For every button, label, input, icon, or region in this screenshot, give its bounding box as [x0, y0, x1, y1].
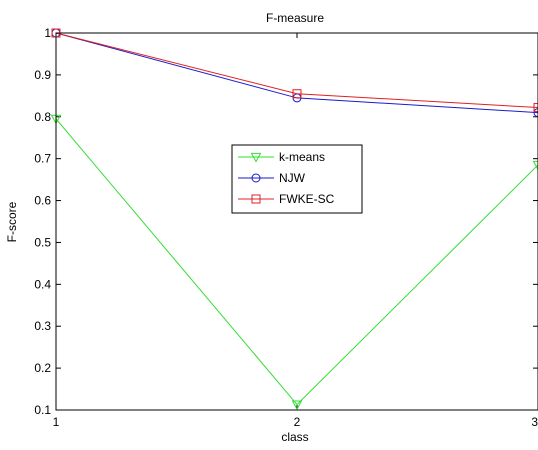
- series-line-k-means: [55, 118, 538, 406]
- data-point-k-means: [532, 160, 538, 171]
- triangle-down-icon: [250, 152, 262, 163]
- legend-label: FWKE-SC: [279, 192, 335, 206]
- legend-item-k-means: k-means: [238, 150, 325, 164]
- square-icon: [251, 194, 261, 204]
- y-tick-label: 0.1: [34, 403, 51, 417]
- data-point-k-means: [291, 400, 303, 411]
- chart-title: F-measure: [266, 11, 324, 25]
- y-tick-label: 0.8: [34, 110, 51, 124]
- legend: k-means NJW FWKE-SC: [231, 144, 363, 214]
- legend-item-fwke-sc: FWKE-SC: [238, 192, 335, 206]
- series-line-njw: [55, 32, 538, 114]
- y-tick-label: 0.6: [34, 194, 51, 208]
- y-tick-label: 0.4: [34, 277, 51, 291]
- data-point-fwke-sc: [292, 89, 302, 99]
- circle-icon: [251, 173, 261, 183]
- plot-area-frame: [55, 32, 538, 411]
- data-point-njw: [533, 108, 538, 118]
- legend-label: NJW: [279, 171, 306, 185]
- legend-label: k-means: [279, 150, 325, 164]
- x-axis-label: class: [281, 430, 308, 444]
- data-point-fwke-sc: [533, 103, 538, 113]
- y-tick-label: 1: [44, 26, 51, 40]
- y-axis-ticks: 0.1 0.2 0.3 0.4 0.5 0.6 0.7 0.8 0.9 1: [34, 26, 538, 417]
- x-tick-label: 1: [53, 415, 60, 429]
- series-line-fwke-sc: [55, 32, 538, 109]
- y-tick-label: 0.7: [34, 152, 51, 166]
- legend-items: k-means NJW FWKE-SC: [238, 150, 335, 206]
- legend-item-njw: NJW: [238, 171, 306, 185]
- x-tick-label: 3: [531, 415, 538, 429]
- x-axis-ticks: 1 2 3: [53, 33, 538, 429]
- y-tick-label: 0.3: [34, 319, 51, 333]
- series-layer: [50, 28, 538, 411]
- y-tick-label: 0.2: [34, 361, 51, 375]
- y-tick-label: 0.5: [34, 235, 51, 249]
- y-tick-label: 0.9: [34, 68, 51, 82]
- series-fwke-sc: [51, 28, 538, 113]
- y-axis-label: F-score: [5, 201, 19, 242]
- x-tick-label: 2: [294, 415, 301, 429]
